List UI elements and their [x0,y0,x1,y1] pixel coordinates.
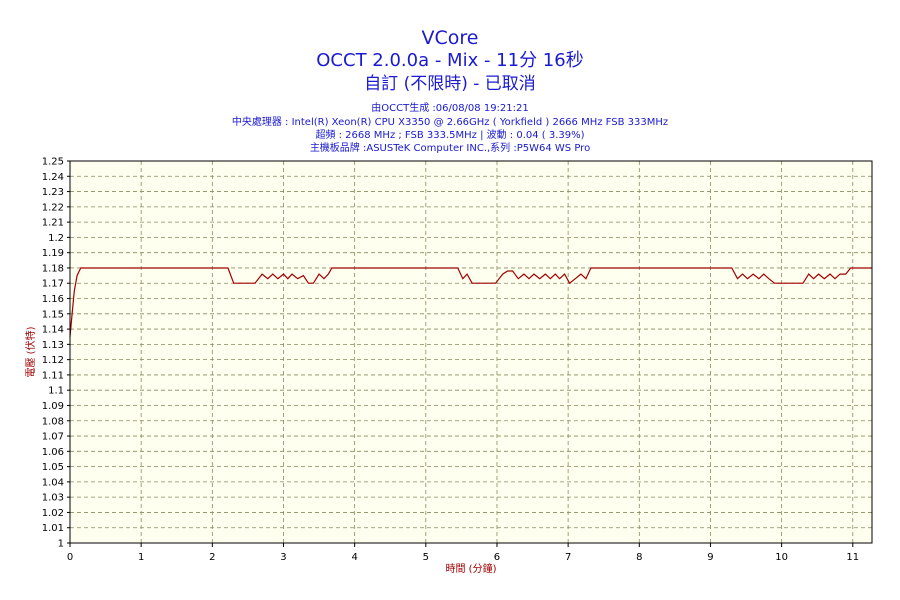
y-tick-label: 1.02 [42,508,64,519]
y-tick-label: 1.12 [42,355,64,366]
x-tick-label: 4 [351,552,357,563]
y-tick-label: 1 [58,539,64,550]
chart-subtitle: OCCT 2.0.0a - Mix - 11分 16秒 [316,50,584,71]
y-tick-label: 1.19 [42,248,64,259]
y-tick-label: 1.1 [48,386,64,397]
x-tick-label: 10 [775,552,788,563]
grid [70,161,872,543]
x-tick-label: 3 [280,552,286,563]
chart-subtitle-2: 自訂 (不限時) - 已取消 [364,74,536,94]
vcore-series-line [69,267,872,337]
y-tick-label: 1.13 [42,340,64,351]
y-tick-label: 1.04 [42,477,64,488]
y-axis-ticks: 1 1.01 1.02 1.03 1.04 1.05 1.06 1.07 1.08 1.09 1.1… [42,157,70,550]
info-cpu: 中央處理器 : Intel(R) Xeon(R) CPU X3350 @ 2.6… [231,117,669,128]
x-tick-label: 11 [846,552,859,563]
y-tick-label: 1.18 [42,263,64,274]
y-tick-label: 1.22 [42,202,64,213]
y-tick-label: 1.2 [48,233,64,244]
y-tick-label: 1.03 [42,493,64,504]
y-tick-label: 1.14 [42,325,64,336]
x-tick-label: 2 [209,552,215,563]
y-axis-label: 電壓 (伏特) [24,326,37,377]
x-tick-label: 7 [565,552,571,563]
x-tick-label: 8 [636,552,642,563]
y-tick-label: 1.01 [42,523,64,534]
y-tick-label: 1.11 [42,370,64,381]
x-tick-label: 6 [494,552,500,563]
y-tick-label: 1.09 [42,401,64,412]
chart-title: VCore [421,27,479,49]
x-tick-label: 9 [707,552,713,563]
y-tick-label: 1.21 [42,218,64,229]
y-tick-label: 1.06 [42,447,64,458]
y-tick-label: 1.16 [42,294,64,305]
y-tick-label: 1.15 [42,309,64,320]
info-generated: 由OCCT生成 :06/08/08 19:21:21 [371,103,529,114]
x-tick-label: 5 [423,552,429,563]
plot-frame [69,160,873,544]
y-tick-label: 1.24 [42,172,64,183]
y-tick-label: 1.05 [42,462,64,473]
info-overclock: 超頻 : 2668 MHz ; FSB 333.5MHz | 波動 : 0.04… [315,130,585,141]
x-axis-ticks: 0 1 2 3 4 5 6 7 8 9 10 11 [67,543,859,563]
info-motherboard: 主機板品牌 :ASUSTeK Computer INC.,系列 :P5W64 W… [309,143,591,154]
plot-area [70,161,872,543]
y-tick-label: 1.23 [42,187,64,198]
x-tick-label: 0 [67,552,73,563]
y-tick-label: 1.08 [42,416,64,427]
y-tick-label: 1.07 [42,432,64,443]
y-tick-label: 1.25 [42,157,64,168]
x-tick-label: 1 [138,552,144,563]
y-tick-label: 1.17 [42,279,64,290]
x-axis-label: 時間 (分鐘) [446,562,497,575]
